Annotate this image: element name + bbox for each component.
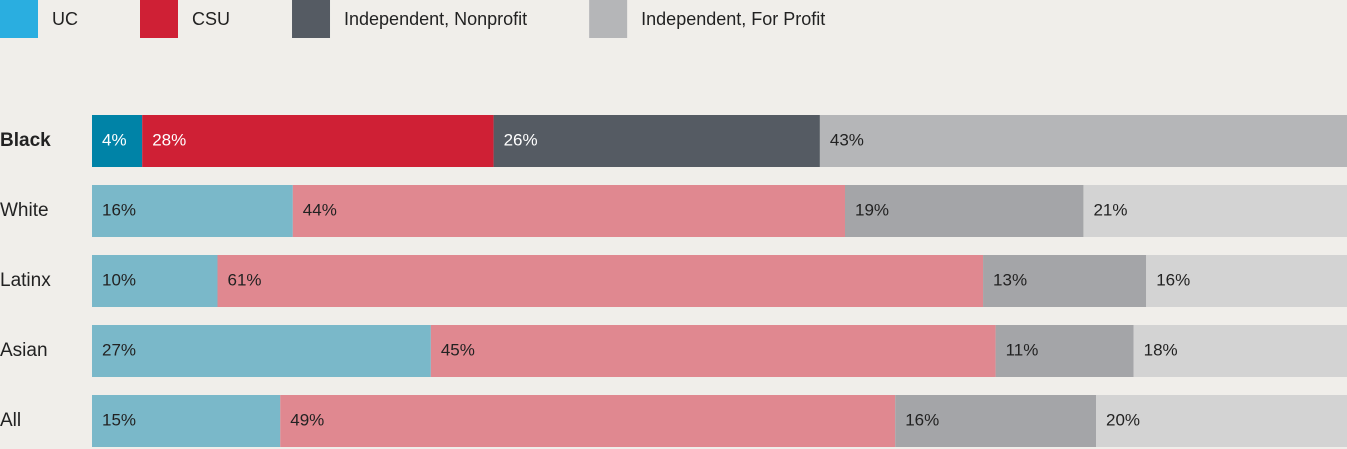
bar-segment — [217, 255, 984, 307]
value-label: 21% — [1093, 200, 1127, 219]
category-label: Asian — [0, 340, 48, 361]
category-label: Latinx — [0, 270, 51, 291]
value-label: 28% — [152, 130, 186, 149]
bar-segment — [92, 325, 431, 377]
bar-segment — [92, 255, 218, 307]
value-label: 43% — [830, 130, 864, 149]
legend-label: CSU — [192, 9, 230, 29]
value-label: 16% — [102, 200, 136, 219]
bar-segment — [280, 395, 896, 447]
bar-segment — [142, 115, 494, 167]
value-label: 26% — [504, 130, 538, 149]
value-label: 61% — [228, 270, 262, 289]
bar-segment — [995, 325, 1134, 377]
value-label: 4% — [102, 130, 127, 149]
legend-label: Independent, Nonprofit — [344, 9, 527, 29]
bar-segment — [493, 115, 820, 167]
value-label: 20% — [1106, 410, 1140, 429]
value-label: 27% — [102, 340, 136, 359]
legend-swatch — [292, 0, 331, 38]
legend-swatch — [0, 0, 38, 38]
value-label: 16% — [1156, 270, 1190, 289]
value-label: 15% — [102, 410, 136, 429]
bar-segment — [92, 395, 281, 447]
bar-segment — [819, 115, 1347, 167]
value-label: 44% — [303, 200, 337, 219]
value-label: 16% — [905, 410, 939, 429]
value-label: 18% — [1144, 340, 1178, 359]
value-label: 11% — [1006, 340, 1039, 359]
value-label: 19% — [855, 200, 889, 219]
category-label: All — [0, 410, 21, 431]
bar-segment — [1096, 395, 1347, 447]
bar-segment — [983, 255, 1147, 307]
legend-swatch — [589, 0, 628, 38]
bar-segment — [92, 115, 143, 167]
bar-segment — [92, 185, 293, 237]
legend-swatch — [140, 0, 178, 38]
category-label: White — [0, 200, 49, 221]
bar-segment — [845, 185, 1084, 237]
legend-label: Independent, For Profit — [641, 9, 825, 29]
bar-segment — [1083, 185, 1347, 237]
bar-segment — [1146, 255, 1347, 307]
category-label: Black — [0, 130, 51, 151]
value-label: 45% — [441, 340, 475, 359]
legend-label: UC — [52, 9, 78, 29]
value-label: 49% — [290, 410, 324, 429]
value-label: 13% — [993, 270, 1027, 289]
value-label: 10% — [102, 270, 136, 289]
bar-segment — [895, 395, 1096, 447]
bar-segment — [430, 325, 996, 377]
bar-segment — [1133, 325, 1347, 377]
bar-segment — [292, 185, 845, 237]
